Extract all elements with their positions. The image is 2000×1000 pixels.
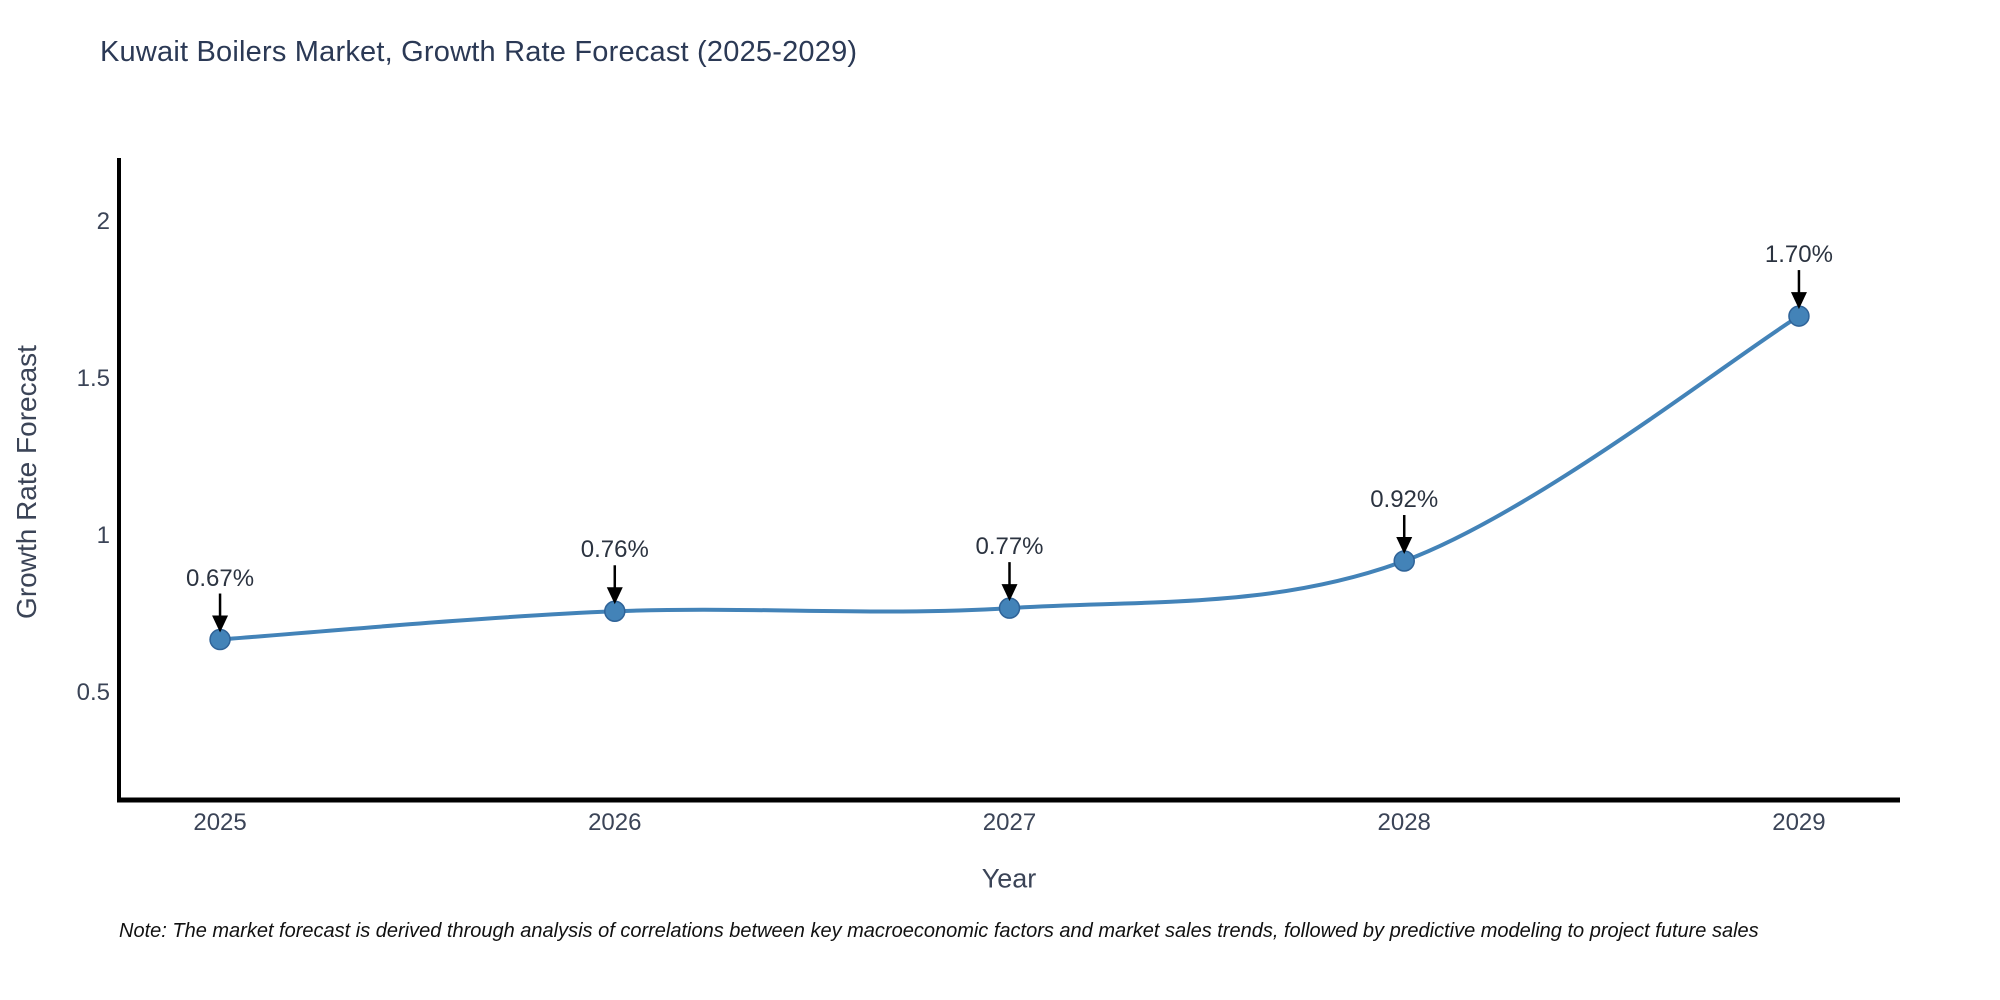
point-value-label-2028: 0.92% xyxy=(1370,486,1439,514)
y-tick-label-2: 2 xyxy=(96,207,110,235)
annotation-arrowhead-2026 xyxy=(606,587,623,605)
x-tick-label-2027: 2027 xyxy=(982,809,1037,836)
annotation-arrowhead-2025 xyxy=(212,615,229,633)
x-tick-label-2028: 2028 xyxy=(1377,809,1431,836)
point-value-label-2026: 0.76% xyxy=(580,536,649,564)
y-tick-label-0.5: 0.5 xyxy=(76,678,110,706)
y-tick-label-1: 1 xyxy=(96,521,110,549)
x-axis-title: Year xyxy=(981,863,1037,894)
annotation-arrowhead-2027 xyxy=(1001,584,1018,602)
y-tick-label-1.5: 1.5 xyxy=(76,364,110,392)
point-value-label-2027: 0.77% xyxy=(975,533,1044,561)
x-tick-label-2025: 2025 xyxy=(193,809,247,836)
x-tick-label-2026: 2026 xyxy=(588,809,642,836)
annotation-arrowhead-2028 xyxy=(1396,537,1413,555)
point-value-label-2029: 1.70% xyxy=(1764,241,1833,269)
x-tick-label-2029: 2029 xyxy=(1772,809,1826,836)
point-value-label-2025: 0.67% xyxy=(186,564,255,592)
annotation-arrowhead-2029 xyxy=(1790,292,1807,310)
chart-title: Kuwait Boilers Market, Growth Rate Forec… xyxy=(100,36,858,68)
footnote: Note: The market forecast is derived thr… xyxy=(119,920,1759,942)
